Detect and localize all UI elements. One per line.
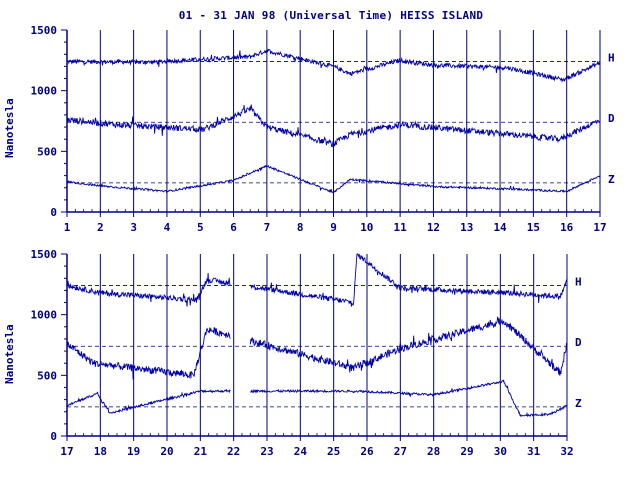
top-series-label-Z: Z	[608, 173, 615, 186]
top-x-tick-label: 11	[394, 221, 408, 234]
bottom-x-tick-label: 26	[360, 445, 374, 458]
top-x-tick-label: 1	[64, 221, 71, 234]
top-x-tick-label: 14	[493, 221, 507, 234]
bottom-x-tick-label: 18	[94, 445, 107, 458]
top-x-tick-label: 16	[560, 221, 574, 234]
top-x-tick-label: 10	[360, 221, 373, 234]
bottom-series-D	[66, 316, 568, 380]
top-x-tick-label: 8	[297, 221, 304, 234]
bottom-x-tick-label: 20	[160, 445, 173, 458]
bottom-y-tick-label: 500	[37, 369, 57, 382]
top-y-tick-label: 500	[37, 145, 57, 158]
bottom-x-tick-label: 19	[127, 445, 140, 458]
bottom-x-tick-label: 31	[527, 445, 541, 458]
bottom-y-tick-label: 1000	[31, 309, 58, 322]
bottom-series-label-D: D	[575, 336, 582, 349]
top-series-Z	[66, 164, 601, 194]
bottom-x-tick-label: 21	[194, 445, 208, 458]
bottom-x-tick-label: 29	[460, 445, 473, 458]
top-x-tick-label: 4	[164, 221, 171, 234]
top-series-label-H: H	[608, 52, 615, 65]
top-x-tick-label: 6	[230, 221, 237, 234]
top-x-tick-label: 5	[197, 221, 204, 234]
top-series-D	[66, 104, 601, 148]
top-series-label-D: D	[608, 112, 615, 125]
top-x-tick-label: 12	[427, 221, 440, 234]
top-x-tick-label: 13	[460, 221, 473, 234]
top-x-tick-label: 3	[130, 221, 137, 234]
bottom-x-tick-label: 32	[560, 445, 573, 458]
bottom-x-tick-label: 22	[227, 445, 240, 458]
y-axis-label-top: Nanotesla	[3, 98, 16, 158]
top-x-tick-label: 7	[264, 221, 271, 234]
chart-title: 01 - 31 JAN 98 (Universal Time) HEISS IS…	[178, 9, 484, 22]
top-y-tick-label: 1500	[31, 24, 58, 37]
top-y-tick-label: 0	[50, 206, 57, 219]
bottom-x-tick-label: 24	[294, 445, 308, 458]
bottom-y-tick-label: 0	[50, 430, 57, 443]
top-series-H	[66, 48, 601, 83]
top-x-tick-label: 15	[527, 221, 540, 234]
top-x-tick-label: 9	[330, 221, 337, 234]
bottom-series-label-Z: Z	[575, 397, 582, 410]
bottom-series-H	[66, 253, 568, 307]
bottom-series-Z	[66, 379, 568, 418]
bottom-series-label-H: H	[575, 276, 582, 289]
bottom-x-tick-label: 23	[260, 445, 273, 458]
bottom-y-tick-label: 1500	[31, 248, 58, 261]
y-axis-label-bottom: Nanotesla	[3, 324, 16, 384]
top-y-tick-label: 1000	[31, 85, 58, 98]
bottom-x-tick-label: 17	[60, 445, 73, 458]
top-x-tick-label: 2	[97, 221, 104, 234]
bottom-x-tick-label: 28	[427, 445, 440, 458]
top-x-tick-label: 17	[593, 221, 606, 234]
bottom-x-tick-label: 27	[394, 445, 407, 458]
bottom-x-tick-label: 30	[494, 445, 507, 458]
bottom-x-tick-label: 25	[327, 445, 340, 458]
